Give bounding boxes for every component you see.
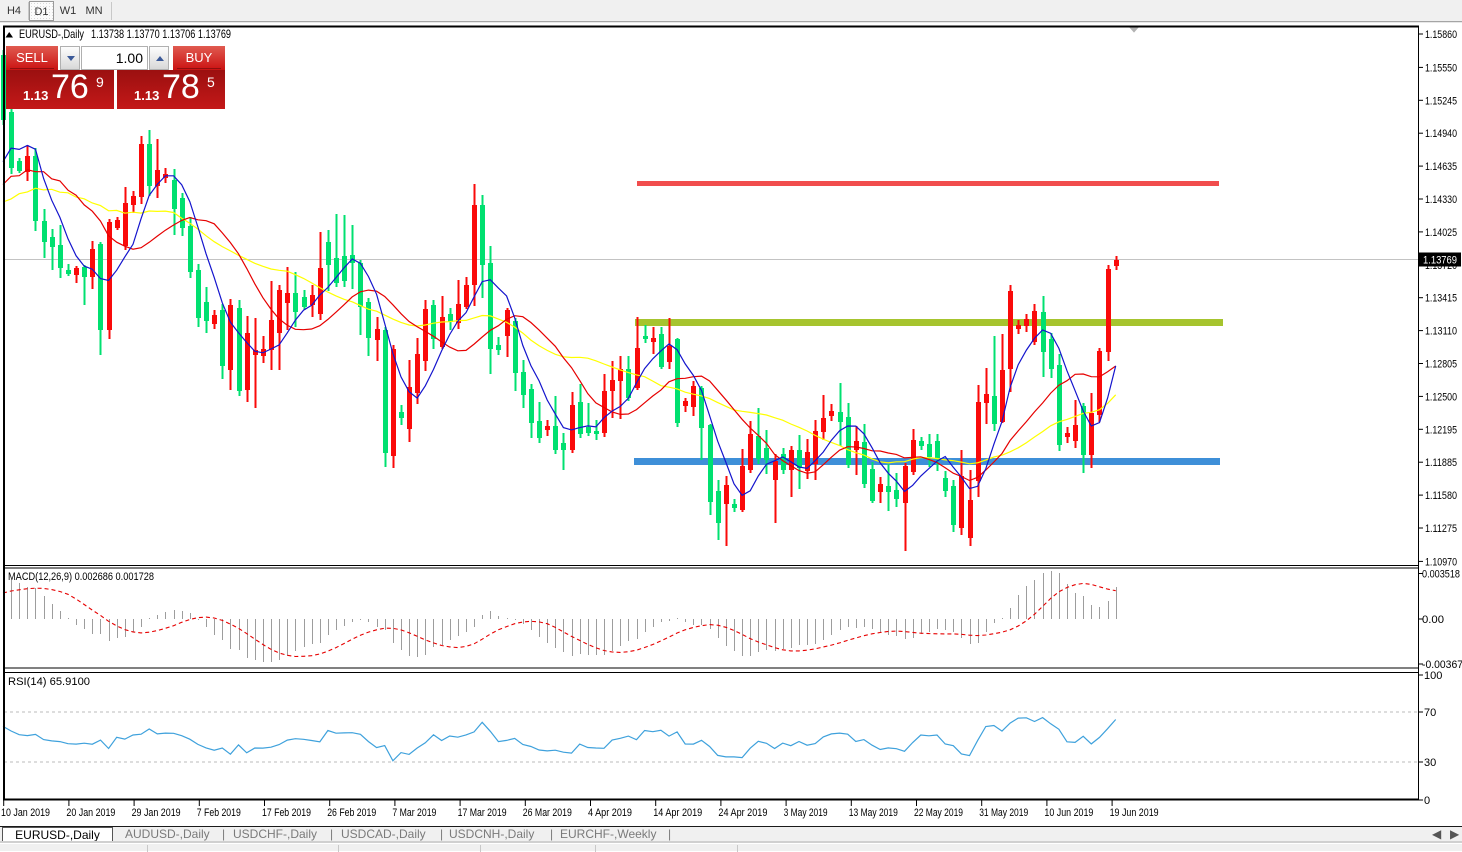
- svg-text:13 May 2019: 13 May 2019: [849, 807, 898, 819]
- svg-text:17 Mar 2019: 17 Mar 2019: [458, 807, 507, 819]
- svg-text:0: 0: [1424, 795, 1430, 807]
- svg-text:3 May 2019: 3 May 2019: [784, 807, 828, 819]
- svg-text:14 Apr 2019: 14 Apr 2019: [653, 807, 702, 819]
- svg-text:1.13110: 1.13110: [1425, 326, 1457, 338]
- svg-text:29 Jan 2019: 29 Jan 2019: [132, 807, 181, 819]
- svg-text:EURUSD-,Daily: EURUSD-,Daily: [19, 27, 84, 41]
- svg-text:100: 100: [1424, 670, 1442, 682]
- svg-text:MACD(12,26,9) 0.002686 0.00172: MACD(12,26,9) 0.002686 0.001728: [8, 571, 154, 583]
- svg-text:-0.00367: -0.00367: [1422, 659, 1462, 671]
- svg-text:26 Feb 2019: 26 Feb 2019: [327, 807, 376, 819]
- svg-text:4 Apr 2019: 4 Apr 2019: [588, 807, 632, 819]
- svg-text:0.003518: 0.003518: [1422, 569, 1460, 581]
- svg-text:24 Apr 2019: 24 Apr 2019: [718, 807, 767, 819]
- svg-text:10 Jun 2019: 10 Jun 2019: [1044, 807, 1093, 819]
- svg-text:1.12805: 1.12805: [1425, 359, 1457, 371]
- svg-text:1.11580: 1.11580: [1425, 490, 1457, 502]
- svg-text:1.11885: 1.11885: [1425, 457, 1457, 469]
- svg-text:1.12195: 1.12195: [1425, 424, 1457, 436]
- svg-text:7 Feb 2019: 7 Feb 2019: [197, 807, 241, 819]
- svg-text:26 Mar 2019: 26 Mar 2019: [523, 807, 572, 819]
- svg-text:RSI(14) 65.9100: RSI(14) 65.9100: [8, 676, 90, 688]
- svg-text:17 Feb 2019: 17 Feb 2019: [262, 807, 311, 819]
- svg-text:19 Jun 2019: 19 Jun 2019: [1110, 807, 1159, 819]
- svg-text:1.11275: 1.11275: [1425, 523, 1457, 535]
- svg-text:30: 30: [1424, 757, 1436, 769]
- svg-text:1.14635: 1.14635: [1425, 161, 1457, 173]
- svg-text:0.00: 0.00: [1422, 614, 1444, 626]
- svg-text:20 Jan 2019: 20 Jan 2019: [66, 807, 115, 819]
- svg-text:7 Mar 2019: 7 Mar 2019: [392, 807, 436, 819]
- svg-text:22 May 2019: 22 May 2019: [914, 807, 963, 819]
- svg-text:1.13738 1.13770 1.13706 1.1376: 1.13738 1.13770 1.13706 1.13769: [91, 27, 231, 41]
- svg-text:1.13415: 1.13415: [1425, 293, 1457, 305]
- svg-text:1.15860: 1.15860: [1425, 29, 1457, 41]
- svg-text:1.10970: 1.10970: [1425, 556, 1457, 568]
- svg-text:70: 70: [1424, 707, 1436, 719]
- svg-text:1.14330: 1.14330: [1425, 194, 1457, 206]
- svg-text:1.14940: 1.14940: [1425, 128, 1457, 140]
- svg-text:1.14025: 1.14025: [1425, 227, 1457, 239]
- svg-text:1.15550: 1.15550: [1425, 62, 1457, 74]
- svg-text:1.13769: 1.13769: [1423, 255, 1457, 267]
- svg-text:1.15245: 1.15245: [1425, 95, 1457, 107]
- svg-text:31 May 2019: 31 May 2019: [979, 807, 1028, 819]
- svg-text:10 Jan 2019: 10 Jan 2019: [1, 807, 50, 819]
- svg-text:1.12500: 1.12500: [1425, 391, 1457, 403]
